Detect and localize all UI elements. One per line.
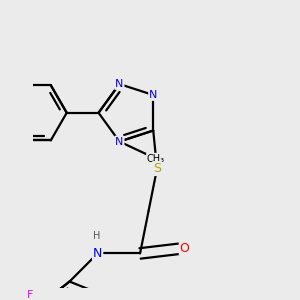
Text: O: O [180,242,190,255]
Text: CH₃: CH₃ [147,154,165,164]
Text: N: N [115,136,124,146]
Text: F: F [27,290,33,300]
Text: H: H [93,232,100,242]
Text: N: N [115,79,124,89]
Text: N: N [93,247,102,260]
Text: N: N [149,90,158,100]
Text: S: S [153,162,161,175]
